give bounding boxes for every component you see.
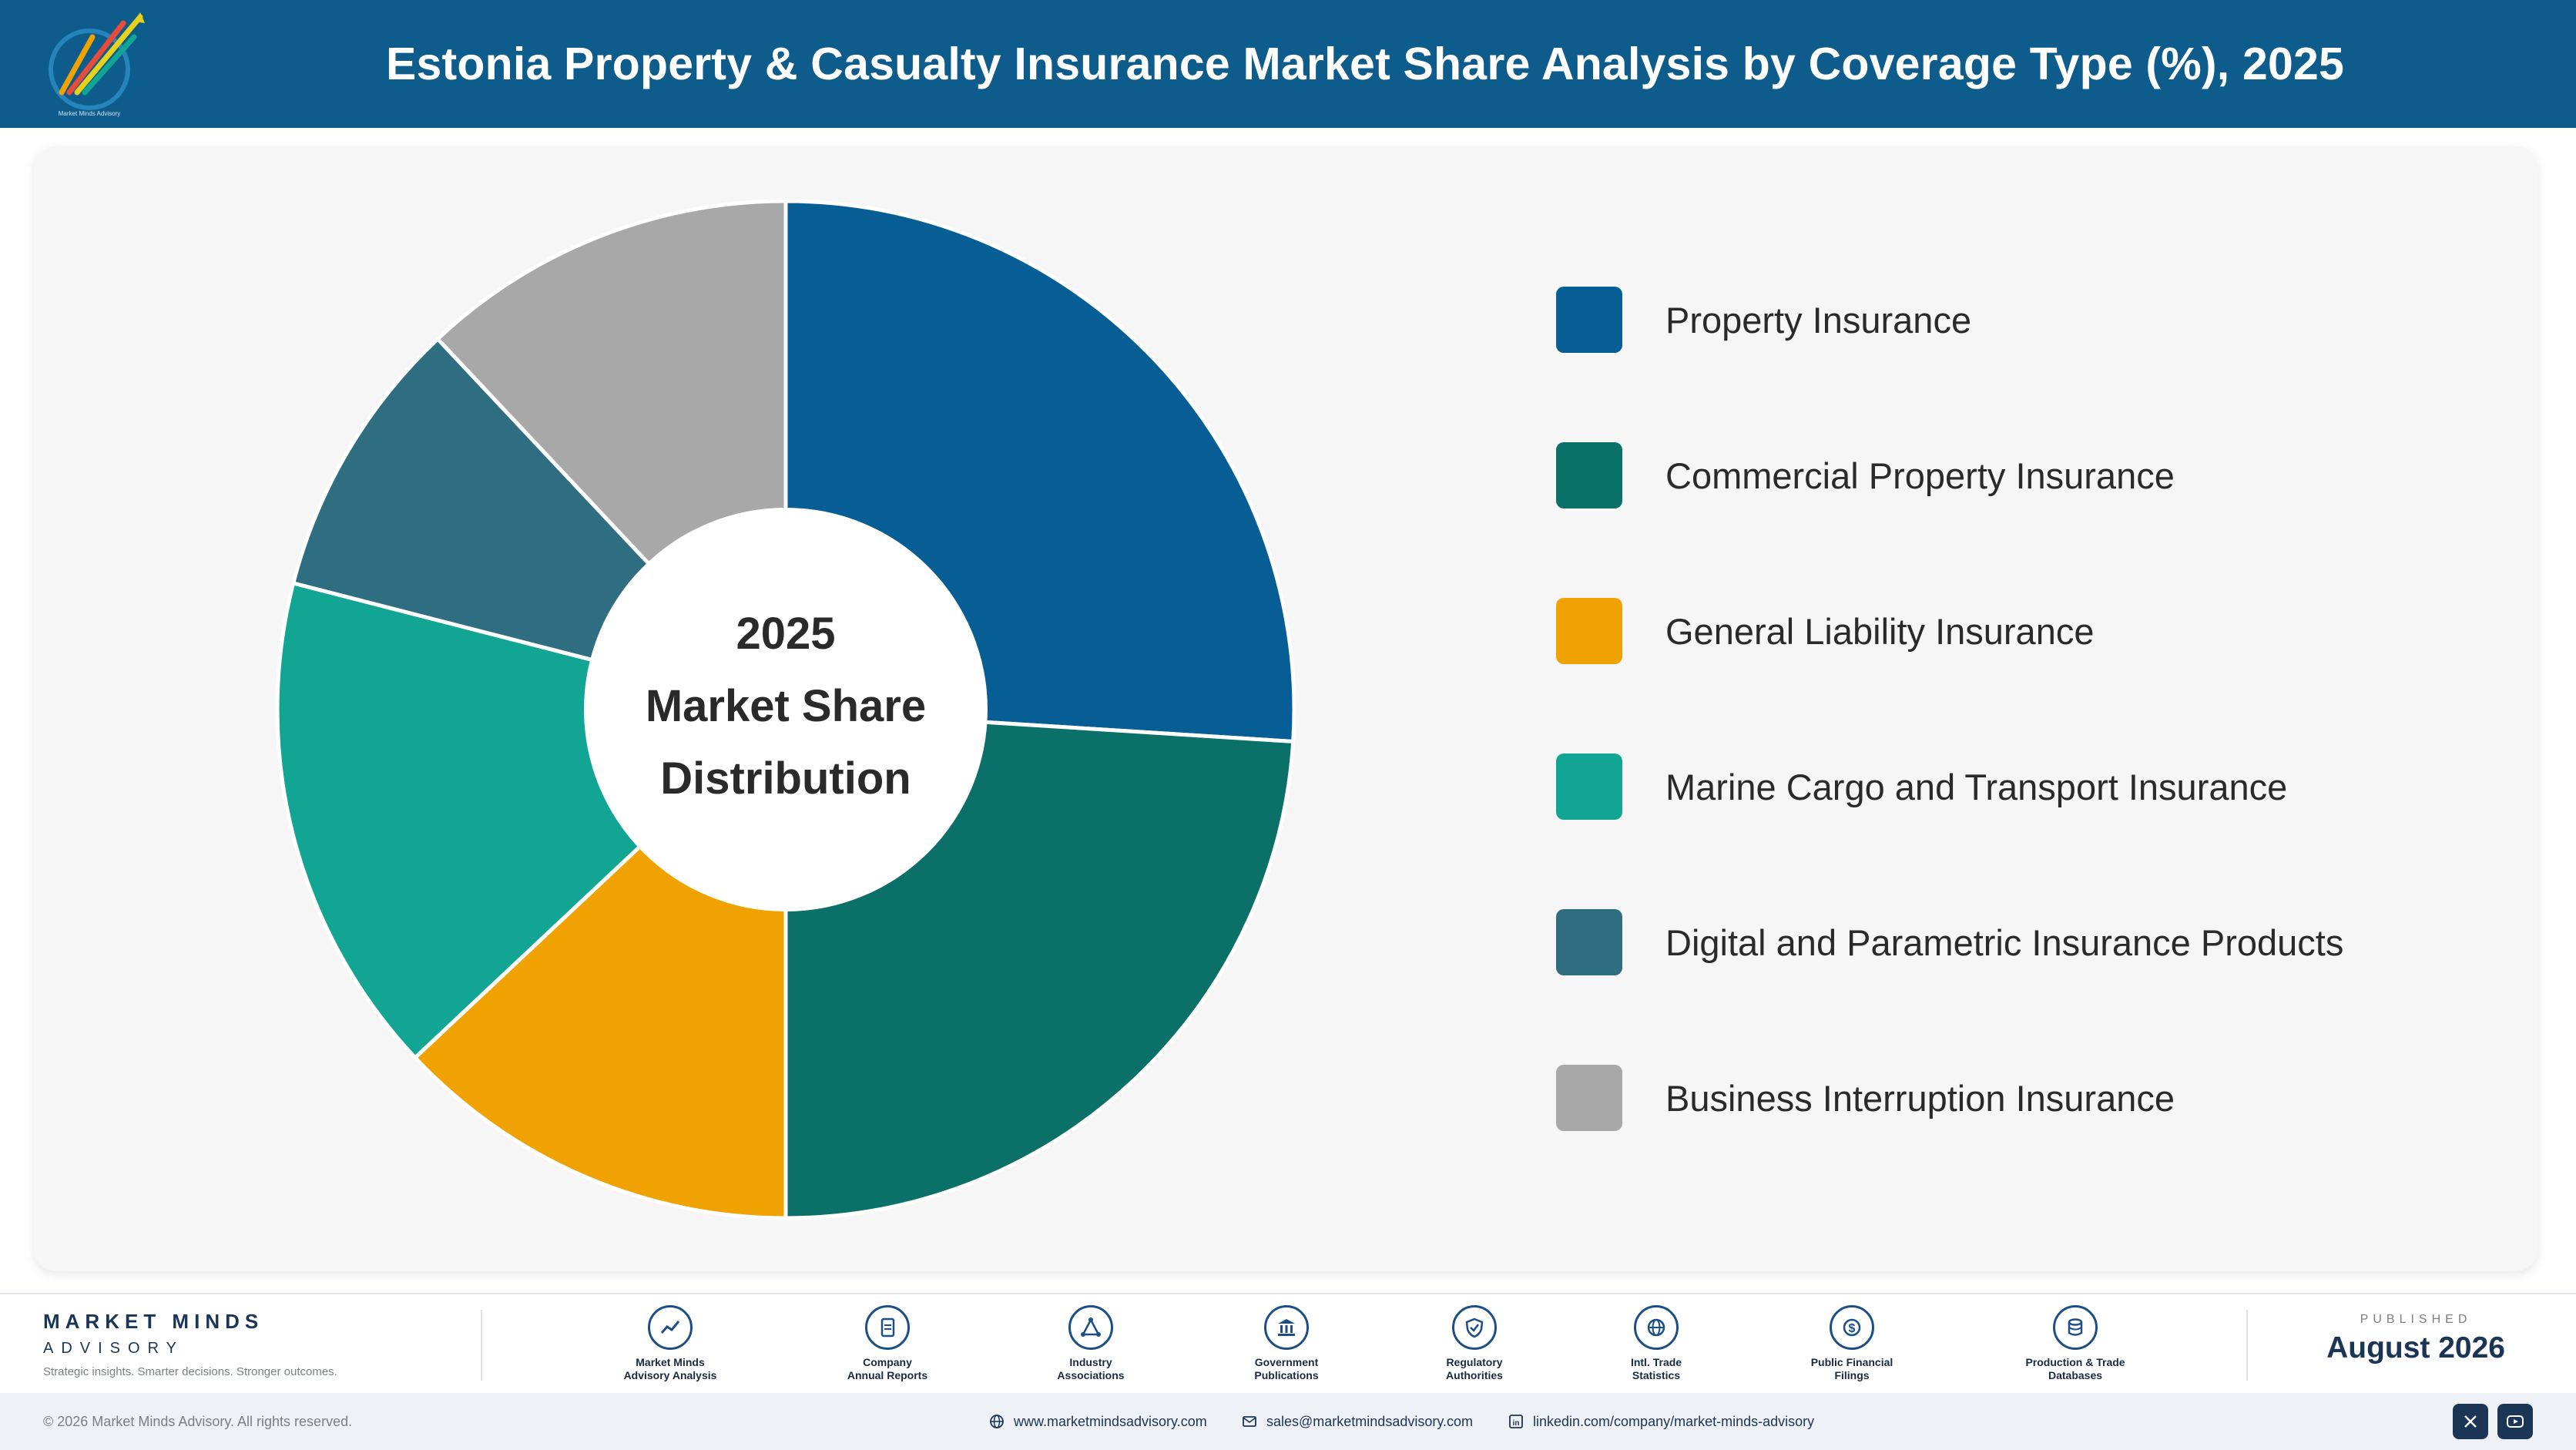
source-label: Company Annual Reports [847,1356,928,1381]
source-label: Government Publications [1254,1356,1319,1381]
linkedin-link[interactable]: in linkedin.com/company/market-minds-adv… [1508,1393,1814,1450]
brand-tagline: Strategic insights. Smarter decisions. S… [43,1365,337,1378]
source-label: Intl. Trade Statistics [1630,1356,1682,1381]
website-link[interactable]: www.marketmindsadvisory.com [989,1393,1207,1450]
logo-text: Market Minds Advisory [59,110,120,117]
dollar-icon: $ [1830,1305,1874,1350]
source-item[interactable]: Market Minds Advisory Analysis [585,1305,755,1382]
legend-item[interactable]: General Liability Insurance [1556,598,2094,664]
linkedin-icon: in [1509,1415,1523,1428]
bottom-bar: © 2026 Market Minds Advisory. All rights… [0,1393,2576,1450]
x-icon[interactable] [2453,1404,2488,1439]
legend-label: General Liability Insurance [1665,610,2095,652]
published-label: PUBLISHED [2360,1313,2472,1326]
source-item[interactable]: Company Annual Reports [803,1305,972,1382]
source-item[interactable]: Regulatory Authorities [1390,1305,1559,1382]
source-item[interactable]: Production & Trade Databases [1991,1305,2160,1382]
government-icon [1264,1305,1309,1350]
source-label: Production & Trade Databases [2025,1356,2125,1381]
chart-card: 2025 Market Share Distribution Property … [34,146,2537,1271]
legend-swatch [1556,442,1622,509]
legend-item[interactable]: Business Interruption Insurance [1556,1065,2175,1131]
legend-label: Digital and Parametric Insurance Product… [1665,921,2344,963]
svg-text:$: $ [1849,1322,1856,1335]
source-item[interactable]: Government Publications [1202,1305,1371,1382]
published-block: PUBLISHED August 2026 [2326,1313,2505,1365]
source-item[interactable]: Intl. Trade Statistics [1571,1305,1741,1382]
logo-graphic: Market Minds Advisory [49,12,145,117]
network-icon [1068,1305,1113,1350]
source-label: Market Minds Advisory Analysis [623,1356,717,1381]
legend-swatch [1556,1065,1622,1131]
footer-brand: MARKET MINDS ADVISORY Strategic insights… [43,1310,337,1378]
database-icon [2053,1305,2098,1350]
company-logo[interactable]: Market Minds Advisory [39,6,154,122]
footer-divider [481,1310,482,1381]
globe-icon [990,1415,1004,1428]
email-link[interactable]: sales@marketmindsadvisory.com [1242,1393,1473,1450]
youtube-icon[interactable] [2497,1404,2533,1439]
legend-item[interactable]: Digital and Parametric Insurance Product… [1556,909,2343,975]
legend-swatch [1556,909,1622,975]
email-text: sales@marketmindsadvisory.com [1266,1413,1474,1429]
trend-icon [648,1305,693,1350]
globe-icon [1634,1305,1679,1350]
website-text: www.marketmindsadvisory.com [1014,1413,1207,1429]
donut-hole [584,508,988,911]
legend-swatch [1556,598,1622,664]
legend-swatch [1556,754,1622,820]
center-text-line2: Market Share [646,681,926,731]
source-item[interactable]: Industry Associations [1006,1305,1176,1382]
source-label: Industry Associations [1057,1356,1125,1381]
source-item[interactable]: $ Public Financial Filings [1767,1305,1937,1382]
copyright-text: © 2026 Market Minds Advisory. All rights… [43,1413,353,1429]
legend-label: Property Insurance [1665,299,1972,341]
footer: MARKET MINDS ADVISORY Strategic insights… [0,1293,2576,1393]
legend-label: Business Interruption Insurance [1665,1077,2175,1119]
center-text-line3: Distribution [660,754,911,804]
footer-divider [2246,1310,2248,1381]
center-text-year: 2025 [736,609,835,659]
legend-item[interactable]: Marine Cargo and Transport Insurance [1556,754,2287,820]
brand-name: MARKET MINDS [43,1310,264,1333]
legend-item[interactable]: Commercial Property Insurance [1556,442,2175,509]
legend-label: Marine Cargo and Transport Insurance [1665,766,2288,807]
source-label: Public Financial Filings [1810,1356,1893,1381]
legend-label: Commercial Property Insurance [1665,455,2175,496]
legend-swatch [1556,287,1622,353]
mail-icon [1243,1416,1256,1427]
header-bar: Market Minds Advisory Estonia Property &… [0,0,2576,128]
donut-chart: 2025 Market Share Distribution [275,199,1296,1220]
document-icon [865,1305,910,1350]
legend-item[interactable]: Property Insurance [1556,287,1971,353]
brand-sub: ADVISORY [43,1340,184,1357]
svg-text:in: in [1513,1419,1520,1428]
page-title: Estonia Property & Casualty Insurance Ma… [385,39,2345,89]
linkedin-text: linkedin.com/company/market-minds-adviso… [1533,1413,1815,1429]
shield-icon [1452,1305,1497,1350]
published-date: August 2026 [2326,1331,2505,1364]
source-label: Regulatory Authorities [1446,1356,1503,1381]
